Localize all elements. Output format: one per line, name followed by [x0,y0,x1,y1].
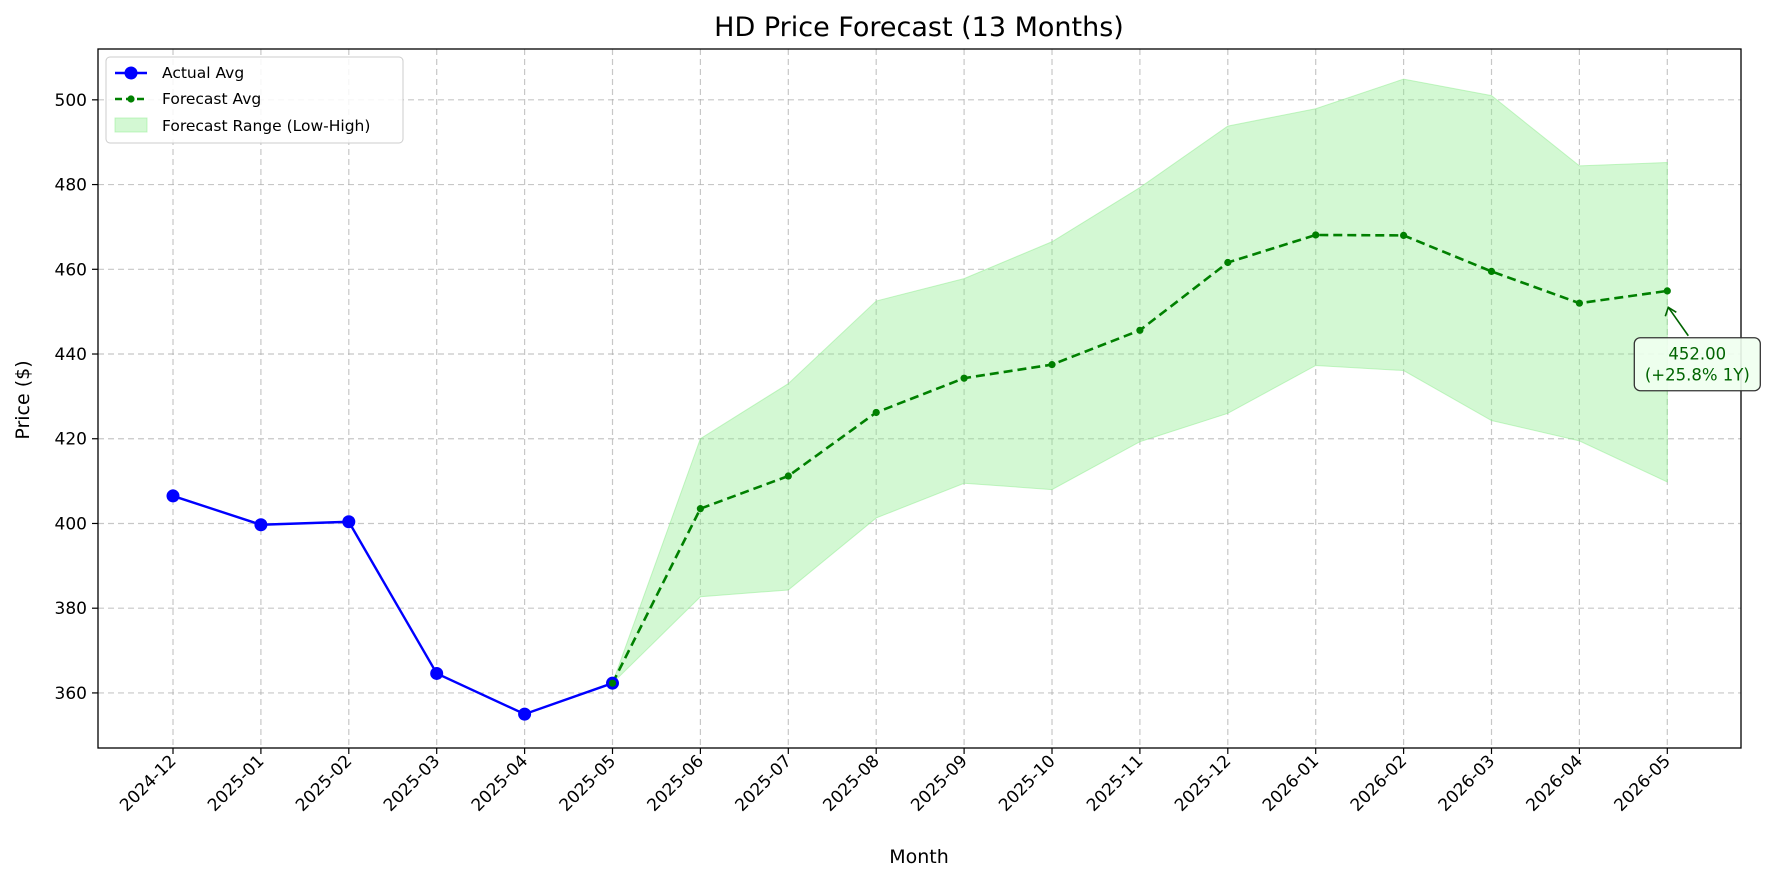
forecast-avg-point [1575,299,1583,307]
forecast-avg-point [1136,326,1144,334]
legend-actual-label: Actual Avg [162,64,244,82]
legend-box [105,56,404,144]
y-tick-label: 500 [55,91,87,111]
y-tick-label: 460 [55,260,87,280]
chart-title: HD Price Forecast (13 Months) [714,12,1124,43]
actual-avg-point [166,489,180,503]
x-tick-label: 2025-08 [819,751,883,815]
y-tick-label: 480 [55,176,87,196]
forecast-avg-point [960,374,968,382]
forecast-avg-point [1663,287,1671,295]
x-tick-label: 2025-02 [292,751,356,815]
forecast-avg-point [696,505,705,513]
forecast-avg-point [1400,231,1408,239]
annotation-change: (+25.8% 1Y) [1645,366,1750,385]
y-tick-label: 440 [55,345,87,365]
x-tick-label: 2025-11 [1083,751,1147,815]
y-tick-label: 360 [55,684,87,704]
actual-avg-point [518,707,532,721]
forecast-avg-point [1224,258,1232,267]
grid [98,49,1741,748]
x-tick-label: 2025-07 [731,751,795,815]
forecast-avg-point [608,679,617,687]
x-tick-label: 2025-09 [907,751,971,815]
x-tick-label: 2026-04 [1523,751,1587,815]
x-tick-label: 2026-03 [1435,751,1499,815]
forecast-avg-point [784,472,792,480]
x-tick-label: 2026-02 [1347,751,1411,815]
x-axis-title: Month [889,846,949,868]
actual-avg-point [430,666,444,680]
forecast-avg-point [1048,361,1056,369]
legend: Actual Avg Forecast Avg Forecast Range (Lo… [105,56,404,144]
forecast-avg-point [872,408,880,417]
x-tick-label: 2025-04 [468,751,532,815]
x-tick-label: 2025-05 [556,751,620,815]
x-tick-label: 2026-01 [1259,751,1323,815]
x-tick-label: 2025-01 [204,751,268,815]
x-tick-label: 2025-12 [1171,751,1235,815]
forecast-range-band [612,78,1668,684]
legend-range-label: Forecast Range (Low-High) [162,117,370,135]
actual-avg-line [172,494,613,716]
forecast-range-band-layer [612,78,1668,684]
actual-avg-point [342,515,356,529]
legend-forecast-marker [127,95,135,103]
forecast-avg-point [1487,267,1496,276]
legend-forecast-label: Forecast Avg [162,90,261,108]
forecast-annotation: 452.00 (+25.8% 1Y) [1633,306,1761,392]
plot-frame-border [97,48,1742,749]
x-tick-label: 2025-06 [644,751,708,815]
x-tick-label: 2026-05 [1610,751,1674,815]
forecast-avg-point [1312,231,1320,239]
y-tick-label: 400 [55,514,87,534]
plot-frame [97,48,1742,749]
annotation-box [1633,337,1761,392]
y-axis-title: Price ($) [12,360,34,439]
annotation-value: 452.00 [1668,345,1726,364]
series-layer [166,231,1671,721]
x-tick-label: 2025-03 [380,751,444,815]
y-tick-label: 380 [55,599,87,619]
legend-actual-marker [124,66,138,80]
annotation-arrowhead [1664,306,1677,317]
x-tick-label: 2025-10 [995,751,1059,815]
actual-avg-point [254,518,268,532]
annotation-arrow [1667,306,1689,337]
x-tick-label: 2024-12 [116,751,180,815]
legend-range-swatch [114,117,148,133]
y-tick-label: 420 [55,430,87,450]
